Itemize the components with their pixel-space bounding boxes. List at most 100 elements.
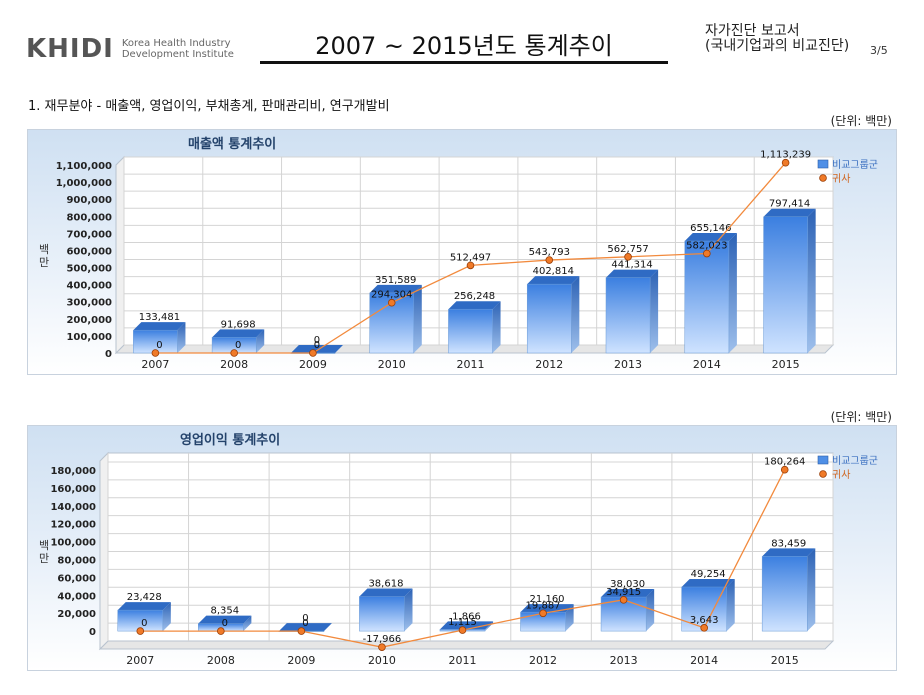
line-value-label: 0 [302, 618, 308, 629]
bar-value-label: 797,414 [769, 199, 810, 210]
line-value-label: 1,115 [448, 617, 477, 628]
khidi-logo: KHIDI Korea Health Industry Development … [26, 34, 234, 64]
report-label: 자가진단 보고서 (국내기업과의 비교진단) [705, 24, 849, 54]
unit-label-revenue: (단위: 백만) [830, 114, 892, 128]
line-point-2014 [703, 249, 711, 258]
bar-side [571, 276, 580, 353]
line-point-2010 [378, 643, 386, 651]
line-value-label: 0 [314, 340, 320, 351]
bar-2010 [369, 292, 415, 354]
bar-side [646, 589, 655, 632]
bar-value-label: 21,160 [530, 594, 565, 605]
bar-top [601, 589, 655, 598]
legend-line-marker [819, 174, 827, 182]
line-point-2014 [700, 624, 708, 632]
bar-top [212, 329, 265, 338]
line-value-label: 0 [141, 618, 147, 629]
bar-value-label: 0 [314, 335, 320, 346]
line-point-2012 [545, 256, 554, 264]
bar-value-label: 38,618 [368, 579, 403, 590]
y-tick-label: 80,000 [57, 555, 96, 566]
logo-mark: KHIDI [26, 34, 114, 64]
section-title: 1. 재무분야 - 매출액, 영업이익, 부채총계, 판매관리비, 연구개발비 [28, 99, 390, 114]
chart-svg: 매출액 통계추이 0 100,000 200,000 300,000 400,000 500… [39, 136, 878, 371]
bar-side [404, 588, 413, 632]
x-tick-label: 2014 [693, 358, 721, 371]
bar-top [762, 548, 816, 557]
y-tick-label: 100,000 [66, 332, 112, 343]
y-axis-label: 만 [39, 256, 49, 269]
line-value-label: 180,264 [764, 457, 805, 468]
bar-value-label: 351,589 [375, 275, 416, 286]
bar-value-label: 83,459 [771, 538, 806, 549]
chart-title: 영업이익 통계추이 [180, 432, 280, 448]
line-value-label: 562,757 [607, 244, 648, 255]
logo-line-1: Korea Health Industry [121, 38, 231, 49]
x-tick-label: 2013 [614, 358, 642, 371]
y-tick-label: 60,000 [57, 573, 96, 584]
unit-label-operating-profit: (단위: 백만) [830, 410, 892, 424]
x-tick-label: 2009 [299, 358, 327, 371]
revenue-chart: 매출액 통계추이 0 100,000 200,000 300,000 400,000 500… [27, 129, 897, 375]
line-value-label: -17,966 [363, 634, 402, 645]
x-tick-label: 2008 [220, 358, 248, 371]
bar-value-label: 8,354 [211, 606, 240, 617]
y-tick-label: 180,000 [50, 466, 96, 477]
y-tick-label: 0 [89, 627, 96, 638]
line-point-2008 [217, 627, 225, 635]
bar-top [290, 345, 344, 353]
y-axis-label: 만 [39, 552, 49, 565]
bar-2014 [681, 586, 727, 632]
bar-side [413, 284, 422, 353]
bar-2015 [763, 216, 808, 354]
y-tick-label: 160,000 [50, 484, 96, 495]
line-point-2015 [780, 465, 789, 474]
report-line-1: 자가진단 보고서 [705, 23, 800, 39]
page-number: 3/5 [870, 44, 888, 57]
bar-top [117, 602, 171, 611]
bar-value-label: 256,248 [454, 291, 495, 302]
bar-2013 [605, 277, 651, 354]
y-axis-label: 백 [39, 539, 49, 552]
line-value-label: 0 [222, 618, 228, 629]
plot-side-wall [115, 155, 125, 355]
bar-value-label: 441,314 [611, 260, 652, 271]
legend-bar-swatch [817, 455, 829, 465]
bar-value-label: 91,698 [221, 319, 256, 330]
bar-side [565, 604, 574, 632]
bar-2011 [448, 308, 493, 354]
x-tick-label: 2014 [690, 654, 718, 667]
operating-profit-chart: 영업이익 통계추이 0 20,000 40,000 60,000 80,000 100,00… [27, 425, 897, 671]
line-point-2013 [624, 253, 632, 261]
x-tick-label: 2010 [368, 654, 396, 667]
x-tick-label: 2012 [529, 654, 557, 667]
line-point-2013 [619, 596, 628, 604]
line-value-label: 543,793 [529, 247, 570, 258]
line-point-2008 [230, 349, 238, 357]
x-tick-label: 2007 [126, 654, 154, 667]
bar-top [684, 233, 737, 242]
line-point-2009 [297, 627, 306, 635]
bar-top [448, 301, 501, 310]
bar-2010 [359, 596, 405, 632]
line-value-label: 19,887 [526, 600, 561, 611]
bar-value-label: 655,146 [690, 223, 731, 234]
bar-value-label: 1,866 [452, 611, 481, 622]
report-line-2: (국내기업과의 비교진단) [705, 38, 850, 54]
line-point-2007 [151, 349, 160, 357]
line-point-2011 [458, 626, 467, 634]
line-value-label: 3,643 [690, 615, 719, 626]
legend-label-company: 귀사 [832, 469, 850, 481]
line-point-2009 [309, 349, 317, 357]
bar-side [726, 579, 735, 632]
x-tick-label: 2015 [772, 358, 800, 371]
bar-top [439, 621, 494, 630]
legend-line-marker [819, 470, 827, 478]
y-tick-label: 40,000 [57, 591, 96, 602]
bar-side [807, 548, 816, 632]
line-point-2010 [387, 298, 396, 307]
legend-label-group: 비교그룹군 [832, 159, 878, 171]
y-tick-label: 200,000 [66, 315, 112, 326]
line-point-2011 [466, 261, 475, 270]
y-tick-label: 800,000 [66, 212, 112, 223]
